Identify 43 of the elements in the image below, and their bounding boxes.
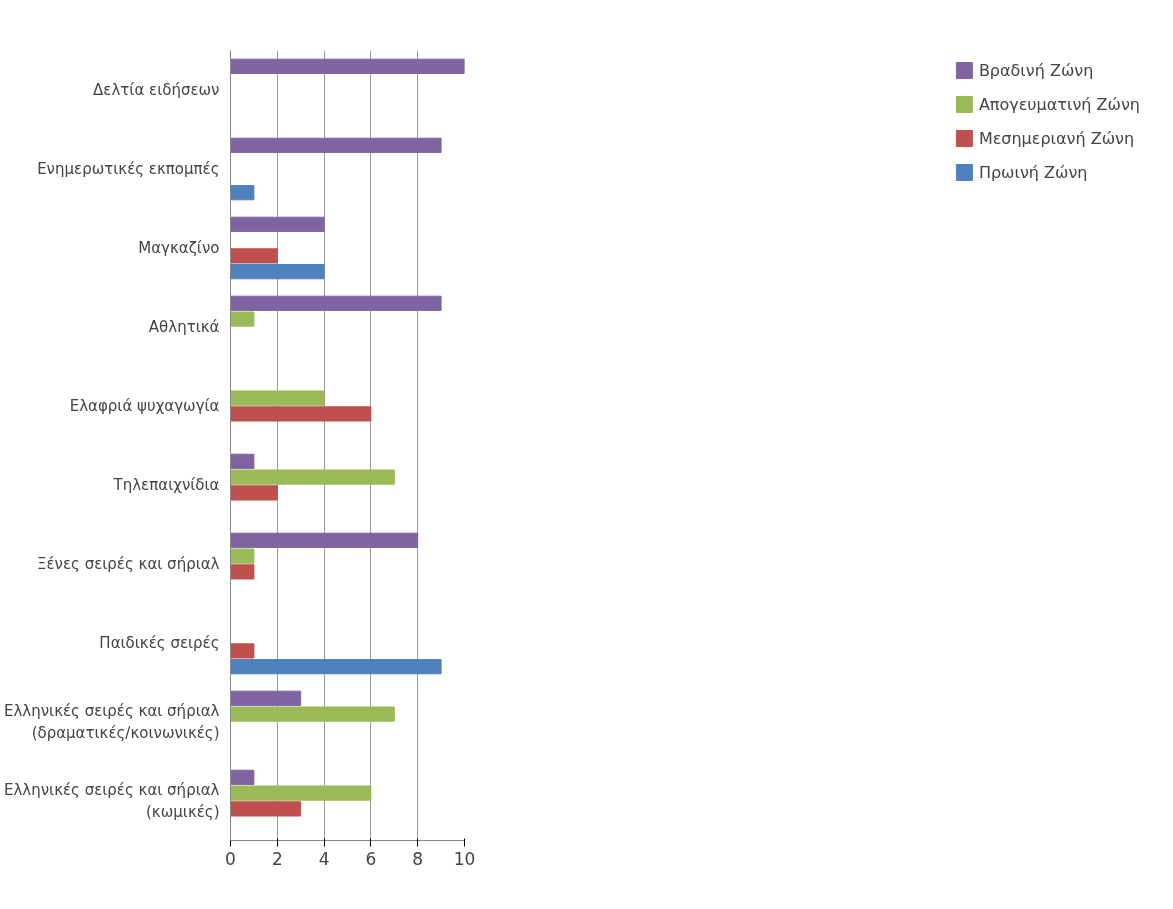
bar (230, 406, 372, 422)
bar (230, 185, 255, 201)
bar (230, 769, 255, 785)
bar (230, 706, 395, 722)
bar (230, 311, 255, 327)
bar (230, 564, 255, 580)
y-tick-label: Ελληνικές σειρές και σήριαλ (δραματικές/κοινωνικές) (3, 702, 220, 742)
bar (230, 264, 325, 280)
bar (230, 485, 278, 501)
legend-label: Βραδινή Ζώνη (978, 60, 1094, 80)
y-tick-label: Ξένες σειρές και σήριαλ (37, 555, 220, 573)
bar (230, 137, 442, 153)
y-tick-label: Τηλεπαιχνίδια (112, 476, 220, 494)
bar (230, 643, 255, 659)
bar (230, 532, 419, 548)
y-tick-label: Ελαφριά ψυχαγωγία (69, 397, 220, 415)
bar (230, 659, 442, 675)
y-tick-label: Ελληνικές σειρές και σήριαλ (κωμικές) (3, 781, 220, 821)
x-tick-label: 8 (412, 848, 424, 869)
x-tick-label: 4 (318, 848, 330, 869)
legend-label: Απογευματινή Ζώνη (978, 94, 1140, 114)
legend-label: Μεσημεριανή Ζώνη (978, 128, 1135, 148)
legend-label: Πρωινή Ζώνη (978, 162, 1088, 182)
y-tick-label: Μαγκαζίνο (138, 239, 220, 257)
y-tick-label: Αθλητικά (148, 318, 220, 336)
x-tick-label: 6 (365, 848, 377, 869)
bar (230, 690, 302, 706)
bar (230, 216, 325, 232)
x-tick-label: 2 (271, 848, 283, 869)
bar (230, 785, 372, 801)
bar (230, 295, 442, 311)
y-tick-label: Παιδικές σειρές (99, 634, 220, 652)
bar (230, 248, 278, 264)
bar (230, 58, 465, 74)
bar (230, 469, 395, 485)
y-tick-label: Δελτία ειδήσεων (93, 81, 220, 99)
x-tick-label: 10 (453, 848, 476, 869)
y-tick-label: Ενημερωτικές εκπομπές (37, 160, 220, 178)
bar (230, 453, 255, 469)
bar (230, 801, 302, 817)
bar (230, 548, 255, 564)
x-tick-label: 0 (225, 848, 236, 869)
bar (230, 390, 325, 406)
